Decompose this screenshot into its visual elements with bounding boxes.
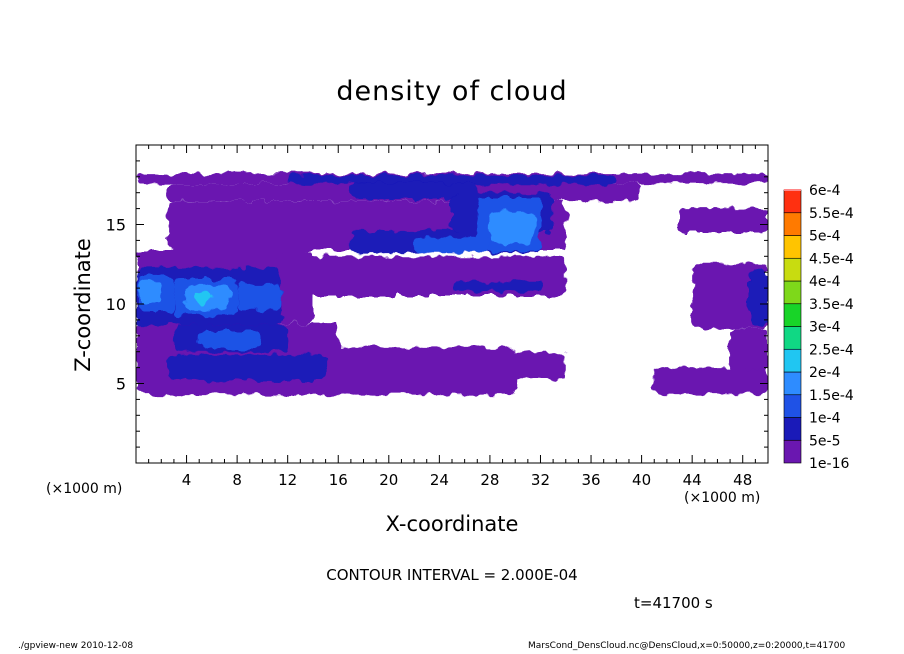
x-tick-label: 48 xyxy=(733,471,752,489)
density-region xyxy=(489,211,535,244)
colorbar-label: 3e-4 xyxy=(809,320,841,336)
colorbar-label: 4.5e-4 xyxy=(809,251,854,267)
colorbar-swatch xyxy=(783,303,802,327)
colorbar-label: 1e-4 xyxy=(809,411,841,427)
y-tick-label: 15 xyxy=(106,216,126,235)
colorbar-swatch xyxy=(783,326,802,350)
density-region xyxy=(237,284,282,311)
density-region xyxy=(194,291,210,304)
colorbar-label: 5e-4 xyxy=(809,229,841,245)
colorbar-label: 2e-4 xyxy=(809,365,841,381)
colorbar-swatch xyxy=(783,257,802,282)
x-unit-label-right: (×1000 m) xyxy=(684,490,761,506)
y-axis-label: Z-coordinate xyxy=(71,238,95,372)
density-region xyxy=(452,281,541,292)
x-tick-label: 20 xyxy=(379,471,398,489)
colorbar-swatch xyxy=(783,394,802,418)
x-tick-label: 16 xyxy=(329,471,348,489)
y-tick-label: 5 xyxy=(116,375,126,394)
x-tick-label: 8 xyxy=(232,471,242,489)
colorbar-label: 5.5e-4 xyxy=(809,206,854,222)
colorbar-swatch xyxy=(783,235,802,259)
colorbar-label: 1.5e-4 xyxy=(809,388,854,404)
density-region xyxy=(679,208,768,233)
x-axis: 4 8 12 16 20 24 28 32 36 40 44 48 xyxy=(148,145,756,489)
colorbar-top-swatch xyxy=(784,189,801,191)
density-field xyxy=(136,173,768,395)
y-tick-label: 10 xyxy=(106,295,126,314)
x-tick-label: 4 xyxy=(182,471,192,489)
density-region xyxy=(139,280,162,304)
x-axis-label: X-coordinate xyxy=(385,512,519,536)
colorbar-label: 6e-4 xyxy=(809,183,841,199)
x-tick-label: 12 xyxy=(278,471,297,489)
colorbar-swatch xyxy=(783,417,802,441)
colorbar-swatch xyxy=(783,212,802,236)
density-region xyxy=(654,367,768,395)
x-tick-label: 40 xyxy=(632,471,651,489)
colorbar-swatch xyxy=(783,348,802,373)
time-label: t=41700 s xyxy=(634,594,713,612)
chart-title: density of cloud xyxy=(336,76,568,107)
x-tick-label: 36 xyxy=(581,471,600,489)
density-region xyxy=(477,351,566,379)
colorbar-swatch xyxy=(783,439,802,464)
contour-interval-label: CONTOUR INTERVAL = 2.000E-04 xyxy=(326,566,578,584)
colorbar-swatch xyxy=(783,280,802,305)
footer-program-label: ./gpview-new 2010-12-08 xyxy=(18,641,134,651)
x-tick-label: 44 xyxy=(683,471,702,489)
colorbar-swatch xyxy=(783,189,802,214)
x-tick-label: 32 xyxy=(531,471,550,489)
x-tick-label: 28 xyxy=(480,471,499,489)
density-region xyxy=(350,183,478,200)
colorbar-label: 3.5e-4 xyxy=(809,297,854,313)
colorbar-label: 1e-16 xyxy=(809,456,849,472)
density-region xyxy=(749,269,768,325)
colorbar-label: 4e-4 xyxy=(809,274,841,290)
colorbar-label: 2.5e-4 xyxy=(809,342,854,358)
y-axis: 5 10 15 xyxy=(106,160,768,448)
colorbar-swatch xyxy=(783,371,802,396)
footer-source-label: MarsCond_DensCloud.nc@DensCloud,x=0:5000… xyxy=(528,641,846,651)
density-region xyxy=(199,331,263,349)
density-region xyxy=(167,354,326,381)
density-region xyxy=(414,237,490,254)
x-unit-label-left: (×1000 m) xyxy=(46,481,123,497)
x-tick-label: 24 xyxy=(430,471,449,489)
colorbar-label: 5e-5 xyxy=(809,433,840,449)
colorbar: 1e-16 5e-5 1e-4 1.5e-4 2e-4 2.5e-4 3e-4 3.5e-4 4… xyxy=(783,183,854,472)
density-region xyxy=(287,175,617,185)
